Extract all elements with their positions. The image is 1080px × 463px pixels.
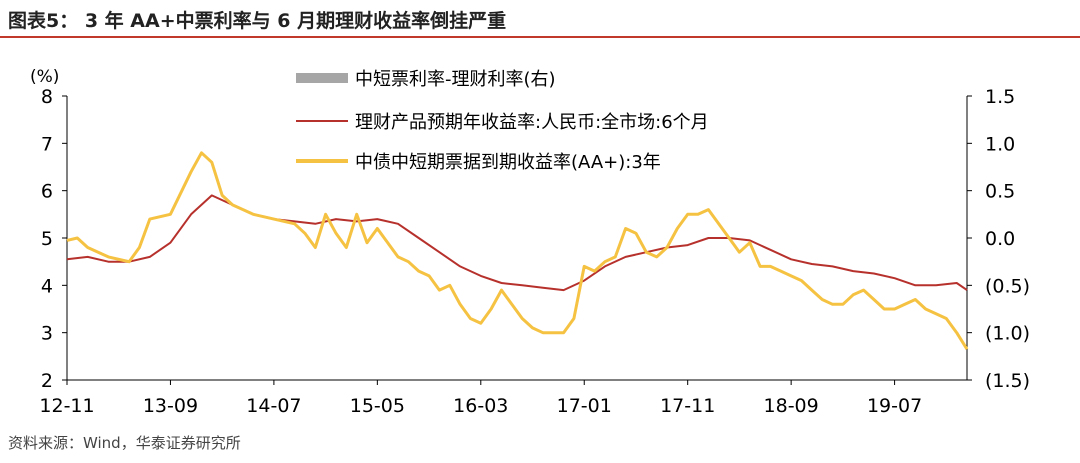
left-tick-label: 7: [41, 133, 53, 155]
x-tick-label: 17-11: [660, 395, 715, 417]
legend-label-1: 理财产品预期年收益率:人民币:全市场:6个月: [355, 112, 709, 133]
left-tick-label: 5: [41, 228, 53, 250]
chart-axes: 2 3 4 5 6 7 8(%) (1.5) (1.0) (0.5) 0.0 0.5 1.0 1.5 12-…: [30, 67, 1030, 417]
x-tick-label: 13-09: [143, 395, 198, 417]
left-tick-label: 8: [41, 86, 53, 108]
x-tick-label: 16-03: [453, 395, 508, 417]
figure-title: 图表5： 3 年 AA+中票利率与 6 月期理财收益率倒挂严重: [8, 10, 507, 32]
left-tick-label: 2: [41, 370, 53, 392]
line-chart: 2 3 4 5 6 7 8(%) (1.5) (1.0) (0.5) 0.0 0.5 1.0 1.5 12-…: [30, 67, 1030, 417]
left-tick-label: 3: [41, 323, 53, 345]
x-tick-label: 19-07: [867, 395, 922, 417]
legend-label-0: 中短票利率-理财利率(右): [355, 69, 556, 90]
left-axis-unit: (%): [30, 67, 59, 87]
right-tick-label: 0.0: [985, 228, 1015, 250]
title-divider: [0, 36, 1080, 38]
left-tick-label: 4: [41, 275, 53, 297]
source-note: 资料来源：Wind，华泰证券研究所: [8, 434, 241, 452]
x-tick-label: 17-01: [557, 395, 612, 417]
right-tick-label: 1.0: [985, 133, 1015, 155]
right-tick-label: (1.5): [985, 370, 1030, 392]
chart-legend: 中短票利率-理财利率(右) 理财产品预期年收益率:人民币:全市场:6个月中债中短期…: [296, 69, 709, 173]
series-line-1: [66, 194, 968, 292]
series-layer: [66, 151, 969, 350]
right-tick-label: (1.0): [985, 323, 1030, 345]
x-tick-label: 14-07: [246, 395, 301, 417]
x-tick-label: 12-11: [39, 395, 94, 417]
legend-label-2: 中债中短期票据到期收益率(AA+):3年: [355, 152, 661, 173]
series-line-2: [66, 151, 969, 350]
right-tick-label: (0.5): [985, 275, 1030, 297]
right-tick-label: 1.5: [985, 86, 1015, 108]
x-tick-label: 18-09: [764, 395, 819, 417]
x-tick-label: 15-05: [350, 395, 405, 417]
left-tick-label: 6: [41, 181, 53, 203]
legend-swatch-spread: [296, 73, 348, 83]
right-tick-label: 0.5: [985, 181, 1015, 203]
